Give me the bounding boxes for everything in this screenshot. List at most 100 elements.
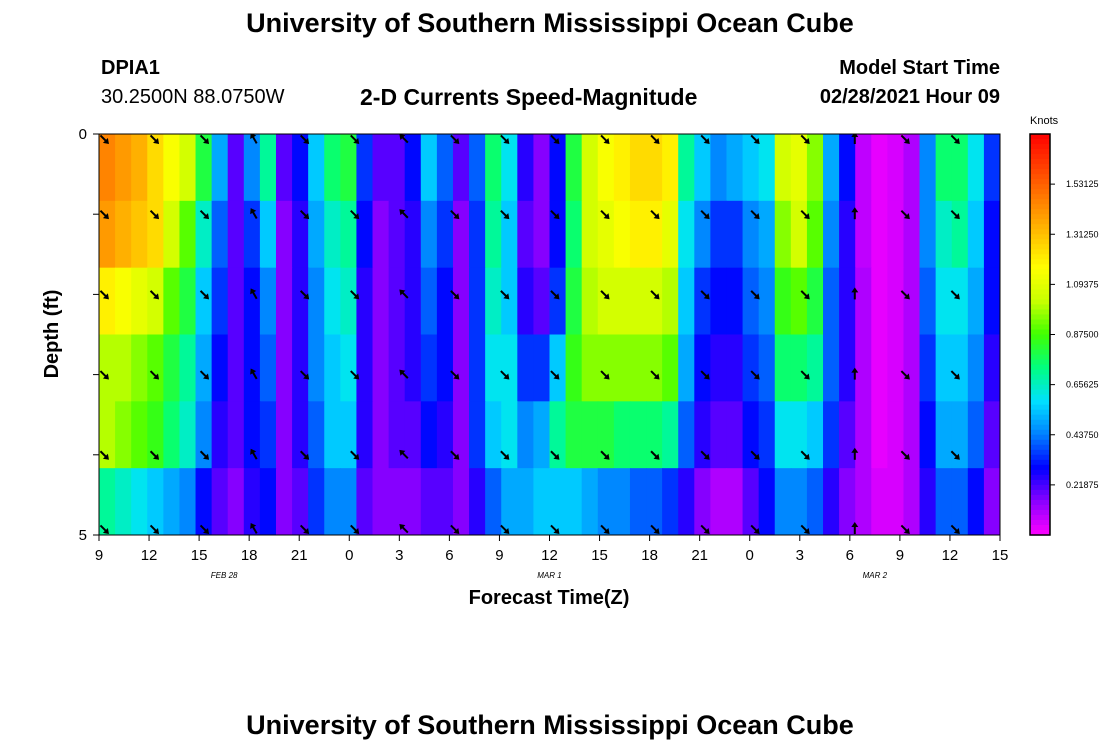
heatmap-cell — [983, 200, 1000, 269]
heatmap-cell — [211, 200, 229, 269]
heatmap-cell — [179, 401, 197, 469]
heatmap-cell — [99, 267, 116, 336]
heatmap-cell — [227, 334, 245, 402]
colorbar-band — [1030, 324, 1050, 331]
heatmap-cell — [195, 401, 213, 469]
heatmap-cell — [372, 200, 390, 269]
colorbar-band — [1030, 134, 1050, 140]
heatmap-cell — [147, 134, 164, 202]
current-arrow — [450, 370, 460, 380]
current-arrow — [600, 450, 610, 460]
current-arrow — [500, 290, 510, 300]
heatmap-cell — [629, 468, 647, 535]
current-arrow — [600, 209, 610, 220]
heatmap-cell — [179, 134, 197, 202]
heatmap-cell — [758, 200, 776, 269]
heatmap-cell — [533, 468, 551, 535]
heatmap-cell — [195, 334, 213, 402]
heatmap-cell — [613, 334, 631, 402]
current-arrow — [900, 290, 910, 300]
current-arrow — [950, 134, 960, 144]
heatmap-cell — [839, 134, 856, 202]
current-arrow — [99, 370, 109, 380]
heatmap-cell — [935, 401, 953, 469]
colorbar-band — [1030, 264, 1050, 270]
colorbar-band — [1030, 419, 1050, 426]
heatmap-cell — [855, 134, 872, 202]
x-tick-label: 21 — [691, 547, 708, 564]
heatmap-cell — [823, 134, 840, 202]
heatmap-cell — [147, 468, 164, 535]
heatmap-cell — [147, 200, 164, 269]
current-arrow — [99, 209, 109, 220]
heatmap-cell — [195, 267, 213, 336]
heatmap-cell — [211, 401, 229, 469]
colorbar-band — [1030, 234, 1050, 240]
heatmap-cell — [533, 200, 551, 269]
heatmap-cell — [726, 200, 744, 269]
current-direction-arrows — [99, 134, 960, 534]
colorbar-band — [1030, 374, 1050, 381]
x-tick-label: 15 — [591, 547, 608, 564]
heatmap-cell — [694, 134, 711, 202]
heatmap-cell — [758, 468, 776, 535]
heatmap-cell — [565, 334, 583, 402]
bottom-title: University of Southern Mississippi Ocean… — [246, 710, 854, 740]
heatmap-cell — [404, 401, 422, 469]
heatmap-cell — [324, 468, 341, 535]
heatmap-cell — [806, 134, 824, 202]
heatmap-cell — [420, 200, 438, 269]
current-arrow — [149, 134, 160, 144]
current-arrow — [750, 524, 760, 534]
x-tick-label: 6 — [846, 547, 854, 564]
heatmap-cell — [388, 200, 406, 269]
heatmap-cell — [115, 334, 132, 402]
heatmap-cell — [372, 401, 390, 469]
heatmap-cell — [983, 468, 1000, 535]
heatmap-cell — [581, 134, 599, 202]
heatmap-cell — [887, 134, 905, 202]
colorbar-tick-label: 0.43750 — [1066, 430, 1099, 440]
current-arrow — [250, 208, 258, 220]
current-arrow — [750, 290, 760, 300]
heatmap-cell — [259, 200, 277, 269]
heatmap-cell — [452, 267, 470, 336]
heatmap-cell — [581, 468, 599, 535]
x-tick-label: 3 — [395, 547, 403, 564]
heatmap-cell — [710, 468, 728, 535]
colorbar-band — [1030, 454, 1050, 461]
heatmap-cell — [919, 334, 937, 402]
heatmap-cell — [388, 401, 406, 469]
colorbar-band — [1030, 199, 1050, 205]
current-arrow — [299, 209, 310, 220]
heatmap-cell — [501, 200, 518, 269]
colorbar-band — [1030, 524, 1050, 531]
current-arrow — [399, 524, 409, 534]
heatmap-cell — [646, 134, 663, 202]
heatmap-cell — [324, 401, 341, 469]
heatmap-cell — [388, 134, 406, 202]
heatmap-cell — [517, 468, 535, 535]
heatmap-cell — [565, 134, 583, 202]
colorbar-band — [1030, 504, 1050, 511]
heatmap-cell — [983, 401, 1000, 469]
colorbar-band — [1030, 424, 1050, 431]
heatmap-cell — [613, 468, 631, 535]
colorbar-band — [1030, 284, 1050, 290]
current-arrow — [800, 524, 810, 534]
colorbar-band — [1030, 514, 1050, 521]
colorbar-band — [1030, 274, 1050, 280]
x-tick-label: 15 — [992, 547, 1009, 564]
heatmap-cell — [533, 401, 551, 469]
colorbar-band — [1030, 294, 1050, 301]
heatmap-cell — [806, 334, 824, 402]
current-arrow — [149, 370, 160, 380]
heatmap-cell — [179, 200, 197, 269]
current-arrow — [199, 134, 210, 144]
colorbar-band — [1030, 429, 1050, 436]
colorbar-band — [1030, 519, 1050, 526]
heatmap-cell — [259, 468, 277, 535]
heatmap-cell — [324, 200, 341, 269]
colorbar-band — [1030, 459, 1050, 466]
heatmap-cell — [774, 334, 792, 402]
